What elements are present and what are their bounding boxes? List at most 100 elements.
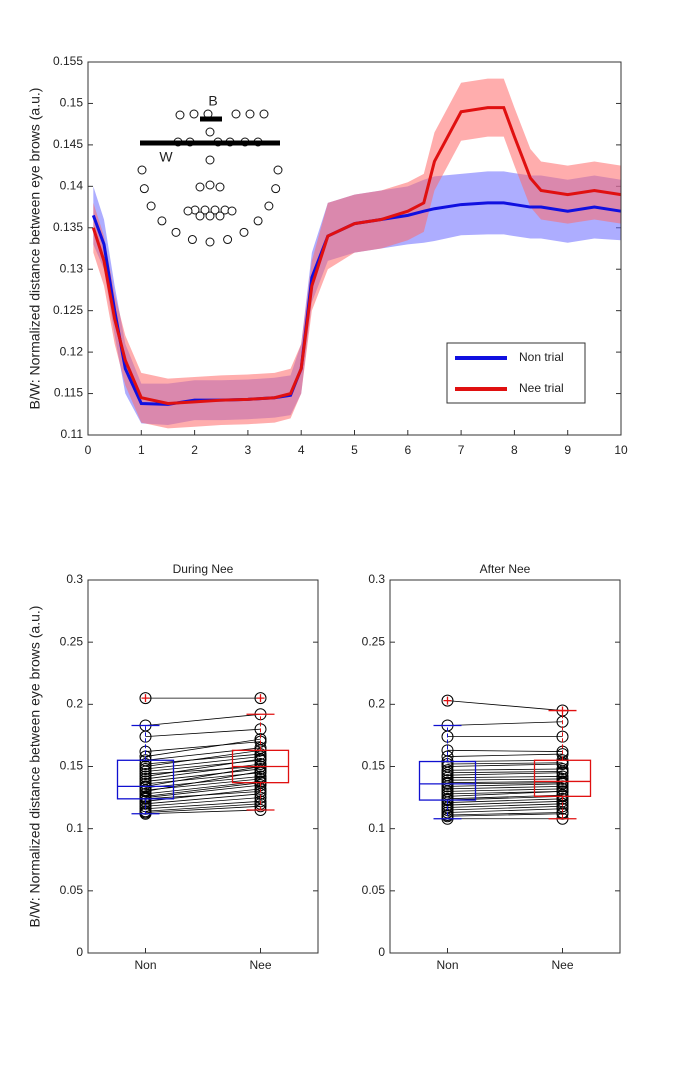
y-tick-label: 0.145 (53, 137, 83, 151)
y-tick-label: 0.2 (66, 697, 83, 711)
pair-line (145, 793, 261, 805)
axes-frame (87, 579, 319, 954)
pair-line (145, 809, 261, 815)
outlier (141, 694, 150, 703)
pair-line (447, 763, 563, 767)
y-tick-label: 0.05 (362, 883, 386, 897)
pair-line (447, 813, 563, 817)
pair-line (447, 783, 563, 787)
x-tick-label: 8 (511, 443, 518, 457)
landmark (139, 184, 149, 194)
data-point (139, 760, 152, 773)
y-tick-label: 0.155 (53, 54, 83, 68)
pair-line (145, 749, 261, 767)
landmark (259, 109, 269, 119)
y-tick-label: 0.25 (60, 634, 84, 648)
y-tick-label: 0.3 (368, 572, 385, 586)
data-point (556, 782, 569, 795)
pair-line (145, 782, 261, 797)
landmark (195, 182, 205, 192)
x-tick-label: 1 (138, 443, 145, 457)
y-tick-label: 0.25 (362, 634, 386, 648)
landmark (205, 237, 215, 247)
pair-line (447, 772, 563, 776)
pair-line (145, 766, 261, 775)
data-point (254, 787, 267, 800)
landmark (146, 201, 156, 211)
y-tick-label: 0 (76, 945, 83, 959)
pair-line (145, 741, 261, 752)
landmark (183, 206, 193, 216)
pair-line (447, 785, 563, 790)
y-tick-label: 0.15 (60, 96, 84, 110)
pair-line (145, 803, 261, 812)
y-tick-label: 0.1 (368, 821, 385, 835)
x-tick-label: 0 (85, 443, 92, 457)
pair-line (447, 776, 563, 779)
pair-line (145, 800, 261, 810)
landmark (157, 216, 167, 226)
legend-label: Non trial (519, 350, 564, 364)
pair-line (145, 713, 261, 726)
pair-line (447, 700, 563, 711)
landmark (195, 211, 205, 221)
x-tick-label: Nee (249, 958, 271, 972)
data-point (254, 753, 267, 766)
legend-box (446, 342, 586, 404)
y-tick-label: 0.15 (60, 759, 84, 773)
y-axis-label: B/W: Normalized distance between eye bro… (27, 88, 43, 410)
x-tick-label: Non (134, 958, 156, 972)
x-tick-label: 5 (351, 443, 358, 457)
landmark (200, 205, 210, 215)
y-tick-label: 0.05 (60, 883, 84, 897)
chart-title: After Nee (480, 562, 531, 576)
y-tick-label: 0.115 (54, 386, 83, 400)
data-point (139, 692, 152, 705)
y-tick-label: 0.12 (60, 344, 84, 358)
axes-frame (87, 61, 622, 436)
landmark (245, 109, 255, 119)
y-tick-label: 0.1 (66, 821, 83, 835)
landmark (137, 165, 147, 175)
pair-line (447, 805, 563, 811)
pair-line (145, 784, 261, 798)
data-point (556, 772, 569, 785)
x-tick-label: 10 (614, 443, 628, 457)
landmark (215, 182, 225, 192)
pair-line (145, 771, 261, 792)
pair-line (145, 738, 261, 757)
pair-line (447, 749, 563, 752)
outlier (443, 696, 452, 705)
pair-line (447, 788, 563, 792)
pair-line (447, 753, 563, 757)
landmark (253, 216, 263, 226)
pair-line (447, 778, 563, 781)
pair-line (145, 758, 261, 777)
y-tick-label: 0.11 (61, 427, 84, 441)
y-tick-label: 0.135 (53, 220, 83, 234)
data-point (139, 765, 152, 778)
landmark (273, 165, 283, 175)
landmark (227, 206, 237, 216)
data-point (441, 780, 454, 793)
landmark (239, 227, 249, 237)
x-tick-label: 3 (245, 443, 252, 457)
landmark (205, 155, 215, 165)
data-point (139, 762, 152, 775)
pair-line (145, 766, 261, 787)
pair-line (447, 771, 563, 774)
data-point (254, 762, 267, 775)
data-point (254, 692, 267, 705)
line (91, 106, 622, 406)
pair-line (447, 721, 563, 726)
pair-line (145, 797, 261, 807)
pair-line (145, 756, 261, 770)
pair-line (447, 790, 563, 795)
pair-line (447, 812, 563, 816)
confidence-band (93, 78, 621, 429)
y-tick-label: 0.13 (60, 261, 84, 275)
y-tick-label: 0.3 (66, 572, 83, 586)
pair-line (447, 808, 563, 813)
data-point (441, 810, 454, 823)
